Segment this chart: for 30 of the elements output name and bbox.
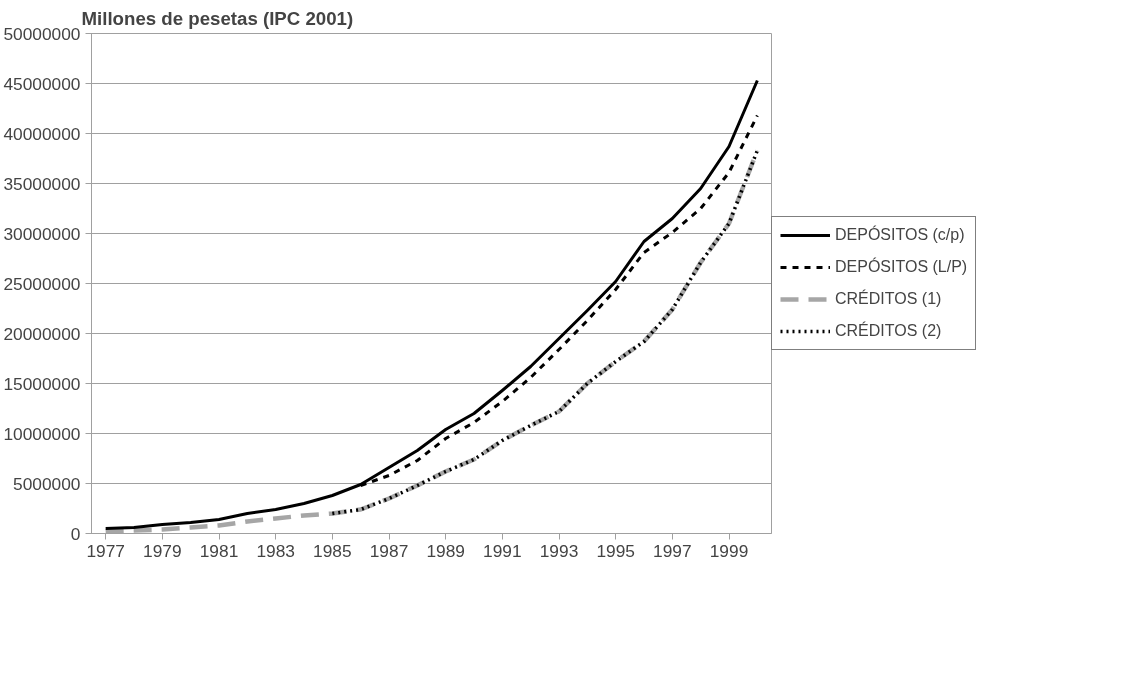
x-tick-label: 1989 [426,540,465,561]
x-tick-label: 1983 [256,540,295,561]
y-tick-label: 15000000 [3,373,81,394]
y-tick-label: 25000000 [3,273,81,294]
legend-label: CRÉDITOS (1) [835,290,942,308]
line-series [104,79,759,530]
y-tick-label: 20000000 [3,323,81,344]
x-tick-label: 1997 [653,540,692,561]
y-tick-label: 0 [70,523,81,544]
legend-label: DEPÓSITOS (L/P) [835,258,968,276]
y-tick-label: 30000000 [3,223,81,244]
y-tick-label: 35000000 [3,173,81,194]
x-tick-label: 1977 [86,540,125,561]
x-tick-label: 1995 [596,540,635,561]
y-tick-label: 45000000 [3,73,81,94]
y-tick-label: 40000000 [3,123,81,144]
y-tick-label: 50000000 [3,23,81,44]
x-tick-label: 1999 [709,540,749,561]
x-tick-label: 1979 [143,540,182,561]
line-series [330,148,760,516]
x-tick-label: 1993 [539,540,579,561]
legend-label: DEPÓSITOS (c/p) [835,226,965,244]
y-tick-label: 10000000 [3,423,81,444]
x-tick-label: 1991 [483,540,522,561]
chart-title: Millones de pesetas (IPC 2001) [81,7,354,29]
legend-label: CRÉDITOS (2) [835,322,942,340]
x-tick-label: 1981 [199,540,239,561]
x-tick-label: 1985 [313,540,352,561]
y-tick-label: 5000000 [13,473,81,494]
x-tick-label: 1987 [369,540,409,561]
